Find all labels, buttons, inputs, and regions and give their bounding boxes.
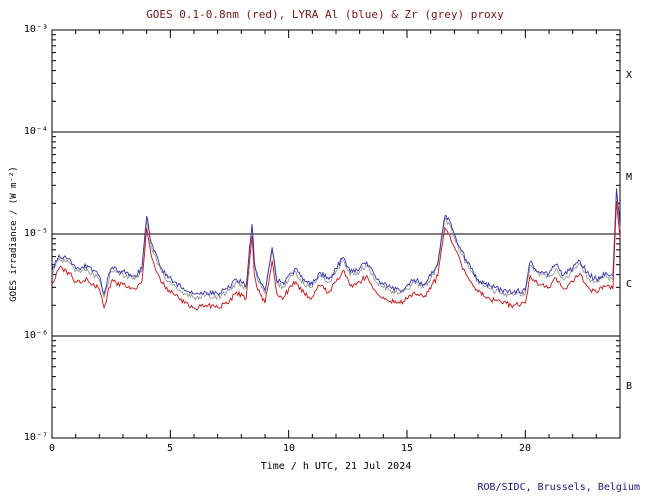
- series-line-goes-0-1-0-8nm: [51, 201, 621, 311]
- series-line-lyra-zr-proxy: [51, 191, 621, 301]
- x-tick-label-20: 20: [518, 443, 532, 454]
- x-tick-label-15: 15: [400, 443, 414, 454]
- y-tick-label-1e-4: 10⁻⁴: [23, 126, 48, 137]
- y-axis-title: GOES irradiance / (W m⁻²): [9, 166, 19, 302]
- y-tick-label-1e-3: 10⁻³: [23, 24, 48, 35]
- x-tick-label-0: 0: [48, 443, 56, 454]
- flare-class-label-b: B: [626, 381, 633, 392]
- y-tick-label-1e-5: 10⁻⁵: [23, 228, 48, 239]
- flare-class-label-x: X: [626, 70, 633, 81]
- x-tick-label-10: 10: [282, 443, 296, 454]
- series-line-lyra-al-proxy: [51, 188, 621, 297]
- flare-class-label-c: C: [626, 279, 633, 290]
- y-tick-label-1e-6: 10⁻⁶: [23, 330, 48, 341]
- credit-text: ROB/SIDC, Brussels, Belgium: [477, 482, 640, 493]
- chart-title: GOES 0.1-0.8nm (red), LYRA Al (blue) & Z…: [146, 8, 504, 21]
- x-tick-label-5: 5: [166, 443, 174, 454]
- flare-class-label-m: M: [626, 172, 633, 183]
- x-axis-title: Time / h UTC, 21 Jul 2024: [260, 461, 412, 472]
- y-tick-label-1e-7: 10⁻⁷: [23, 432, 48, 443]
